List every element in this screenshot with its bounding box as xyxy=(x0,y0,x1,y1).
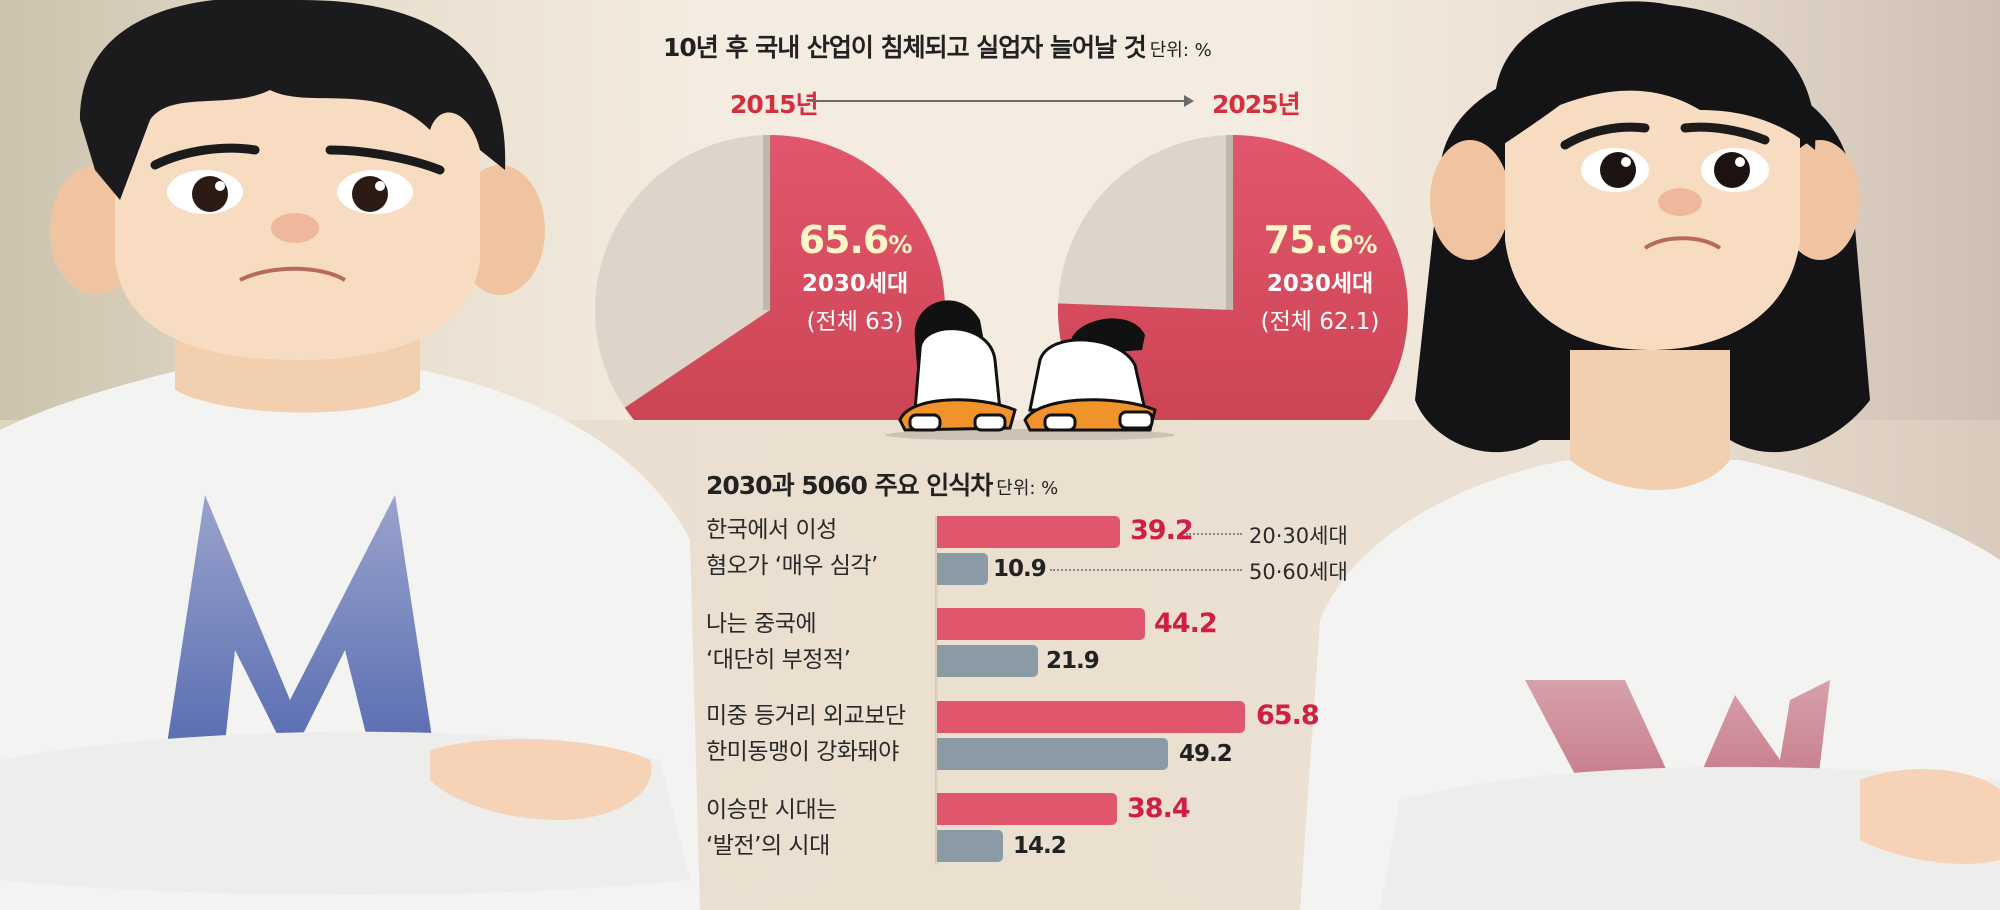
pie-chart-2025 xyxy=(1058,135,1408,420)
pie-2025-total: (전체 62.1) xyxy=(1260,309,1380,335)
pie-2015-label: 65.6% 2030세대 (전체 63) xyxy=(760,218,950,336)
bar-unit-label: 단위: % xyxy=(996,478,1059,499)
row-label-4-line1: 이승만 시대는 xyxy=(706,797,837,823)
year-to-label: 2025년 xyxy=(1212,90,1301,119)
legend-leader-old xyxy=(1050,569,1242,571)
pie-2025-group: 2030세대 xyxy=(1266,271,1374,297)
pie-title-text: 10년 후 국내 산업이 침체되고 실업자 늘어날 것 xyxy=(663,33,1147,62)
bar-value-young-2: 44.2 xyxy=(1154,608,1218,639)
row-label-2-line1: 나는 중국에 xyxy=(706,611,817,637)
bar-old-3 xyxy=(937,738,1168,770)
pie-unit-label: 단위: % xyxy=(1149,40,1212,61)
row-label-1-line1: 한국에서 이성 xyxy=(706,517,837,543)
bar-chart-title: 2030과 5060 주요 인식차 단위: % xyxy=(706,466,1058,502)
pie-2025-value: 75.6 xyxy=(1263,218,1355,262)
bar-value-old-3: 49.2 xyxy=(1179,741,1233,767)
pie-2025-label: 75.6% 2030세대 (전체 62.1) xyxy=(1225,218,1415,336)
legend-old: 50·60세대 xyxy=(1249,560,1348,584)
bar-value-old-2: 21.9 xyxy=(1046,648,1100,674)
arrow-right-icon xyxy=(1184,95,1194,107)
pie-chart-2015 xyxy=(595,135,946,420)
pie-2025-pct-sign: % xyxy=(1353,231,1377,259)
bar-value-young-3: 65.8 xyxy=(1256,700,1320,731)
bar-axis-line xyxy=(935,515,938,865)
pie-chart-title: 10년 후 국내 산업이 침체되고 실업자 늘어날 것 단위: % xyxy=(663,28,1212,64)
row-label-3-line1: 미중 등거리 외교보단 xyxy=(706,703,906,729)
bar-value-old-4: 14.2 xyxy=(1013,833,1067,859)
year-from-label: 2015년 xyxy=(730,90,819,119)
bar-old-1 xyxy=(937,553,988,585)
row-label-1: 한국에서 이성 혐오가 ‘매우 심각’ xyxy=(706,512,878,584)
bar-young-1 xyxy=(937,516,1120,548)
row-label-4-line2: ‘발전’의 시대 xyxy=(706,833,830,859)
legend-leader-young xyxy=(1186,533,1242,535)
girl-character-illustration xyxy=(1300,1,2000,910)
row-label-1-line2: 혐오가 ‘매우 심각’ xyxy=(706,553,878,579)
pie-2015-group: 2030세대 xyxy=(801,271,909,297)
bar-young-3 xyxy=(937,701,1245,733)
legend-young: 20·30세대 xyxy=(1249,524,1348,548)
row-label-2-line2: ‘대단히 부정적’ xyxy=(706,647,851,673)
pie-2015-value: 65.6 xyxy=(798,218,890,262)
arrow-line xyxy=(812,100,1192,102)
sitting-figures-illustration xyxy=(885,300,1175,440)
row-label-3-line2: 한미동맹이 강화돼야 xyxy=(706,739,899,765)
bar-title-text: 2030과 5060 주요 인식차 xyxy=(706,471,993,500)
bar-value-old-1: 10.9 xyxy=(993,556,1047,582)
bar-young-2 xyxy=(937,608,1145,640)
bar-value-young-1: 39.2 xyxy=(1130,515,1194,546)
row-label-2: 나는 중국에 ‘대단히 부정적’ xyxy=(706,606,851,678)
bar-old-2 xyxy=(937,645,1038,677)
boy-character-illustration xyxy=(0,0,700,910)
bar-young-4 xyxy=(937,793,1117,825)
bar-value-young-4: 38.4 xyxy=(1127,793,1191,824)
pie-2015-pct-sign: % xyxy=(888,231,912,259)
row-label-4: 이승만 시대는 ‘발전’의 시대 xyxy=(706,792,837,864)
pie-2015-total: (전체 63) xyxy=(806,309,904,335)
row-label-3: 미중 등거리 외교보단 한미동맹이 강화돼야 xyxy=(706,698,906,770)
bar-old-4 xyxy=(937,830,1003,862)
